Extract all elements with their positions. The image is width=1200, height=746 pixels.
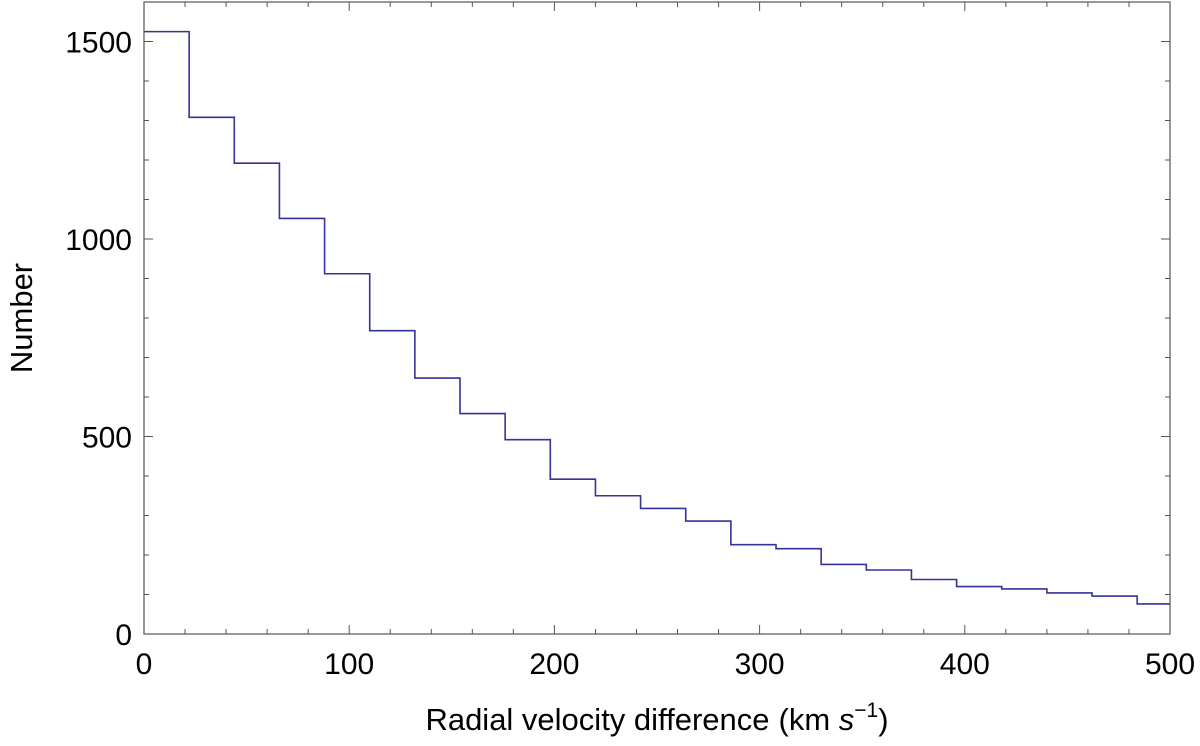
x-tick-label: 300	[735, 648, 785, 681]
histogram-bin	[957, 587, 1002, 634]
histogram-step-line	[144, 30, 1170, 605]
histogram-bin	[821, 564, 866, 634]
histogram-bin	[189, 117, 234, 634]
y-tick-label: 500	[82, 422, 132, 455]
x-axis-title-text: Radial velocity difference	[425, 702, 769, 737]
histogram-bin	[370, 331, 415, 634]
histogram-bin	[686, 521, 731, 634]
histogram-bin	[460, 414, 505, 634]
histogram-bin	[866, 570, 911, 634]
histogram-bin	[776, 549, 821, 634]
histogram-bin	[325, 274, 370, 634]
tick-labels: 0 100 200 300 400 500 0 500 1000 1500	[65, 27, 1195, 682]
x-tick-label: 400	[940, 648, 990, 681]
x-tick-label: 100	[324, 648, 374, 681]
histogram-bin	[550, 479, 595, 634]
plot-frame	[143, 1, 1171, 635]
histogram-bin	[1047, 593, 1092, 634]
histogram-bin	[731, 545, 776, 634]
histogram-bin	[911, 579, 956, 634]
histogram-bin	[1137, 604, 1170, 634]
x-tick-label: 0	[136, 648, 153, 681]
histogram-bin	[1002, 589, 1047, 634]
x-axis-unit-suffix: )	[878, 702, 888, 737]
x-axis-unit-variable: s	[839, 702, 855, 737]
histogram-bin	[1092, 596, 1137, 634]
histogram-bin	[595, 496, 640, 634]
y-axis-title: Number	[4, 263, 39, 373]
histogram-bin	[144, 32, 189, 634]
x-axis-unit-exponent: −1	[854, 699, 878, 722]
y-tick-label: 1000	[65, 224, 132, 257]
x-axis-unit-prefix: (km	[779, 702, 839, 737]
histogram-bin	[415, 378, 460, 634]
histogram-bin	[234, 163, 279, 634]
histogram-bin	[505, 440, 550, 634]
x-tick-label: 200	[529, 648, 579, 681]
y-tick-label: 1500	[65, 27, 132, 60]
x-axis-title: Radial velocity difference (km s−1)	[425, 699, 888, 737]
x-tick-label: 500	[1145, 648, 1195, 681]
histogram-bin	[279, 218, 324, 634]
y-tick-label: 0	[115, 619, 132, 652]
histogram-bin	[641, 508, 686, 634]
